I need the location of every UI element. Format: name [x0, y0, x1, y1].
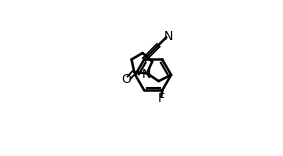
- Text: O: O: [122, 73, 132, 86]
- Text: F: F: [158, 93, 165, 105]
- Text: N: N: [164, 30, 173, 43]
- Text: N: N: [142, 68, 151, 81]
